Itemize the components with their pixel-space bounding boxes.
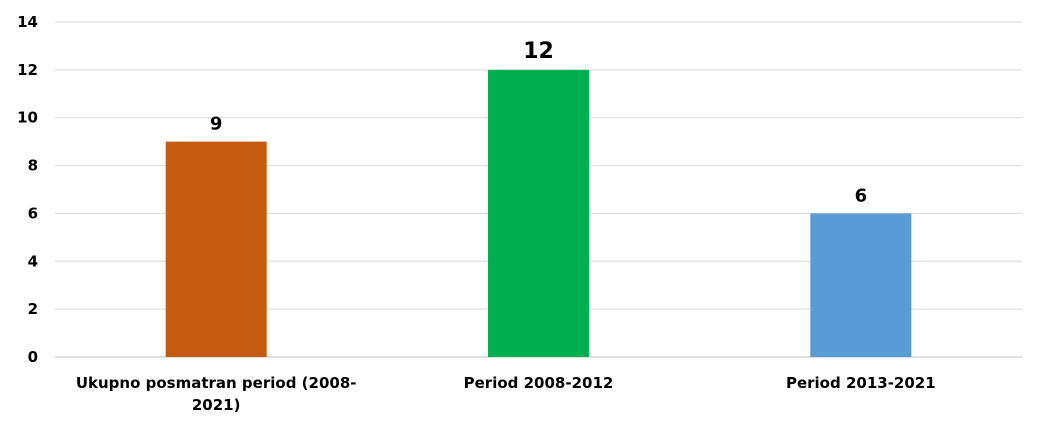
y-tick-label: 12 <box>17 61 38 79</box>
x-tick-label-line: Ukupno posmatran period (2008- <box>76 374 357 392</box>
y-tick-label: 6 <box>28 204 38 222</box>
y-tick-label: 14 <box>17 13 38 31</box>
y-tick-label: 2 <box>28 300 38 318</box>
y-tick-label: 4 <box>28 252 38 270</box>
bar <box>488 69 589 357</box>
bar <box>165 141 267 357</box>
x-tick-label-line: Period 2013-2021 <box>786 374 936 392</box>
x-tick-label: Period 2013-2021 <box>786 374 936 392</box>
data-label: 6 <box>855 185 868 206</box>
x-tick-label-line: 2021) <box>192 396 241 414</box>
y-tick-label: 8 <box>28 157 38 175</box>
y-tick-label: 0 <box>28 348 38 366</box>
x-tick-label: Ukupno posmatran period (2008- 2021) <box>76 374 357 414</box>
x-tick-label: Period 2008-2012 <box>464 374 614 392</box>
y-tick-label: 10 <box>17 109 38 127</box>
bar <box>810 213 912 357</box>
data-label: 12 <box>523 39 554 64</box>
data-label: 9 <box>210 114 223 135</box>
x-tick-label-line: Period 2008-2012 <box>464 374 614 392</box>
